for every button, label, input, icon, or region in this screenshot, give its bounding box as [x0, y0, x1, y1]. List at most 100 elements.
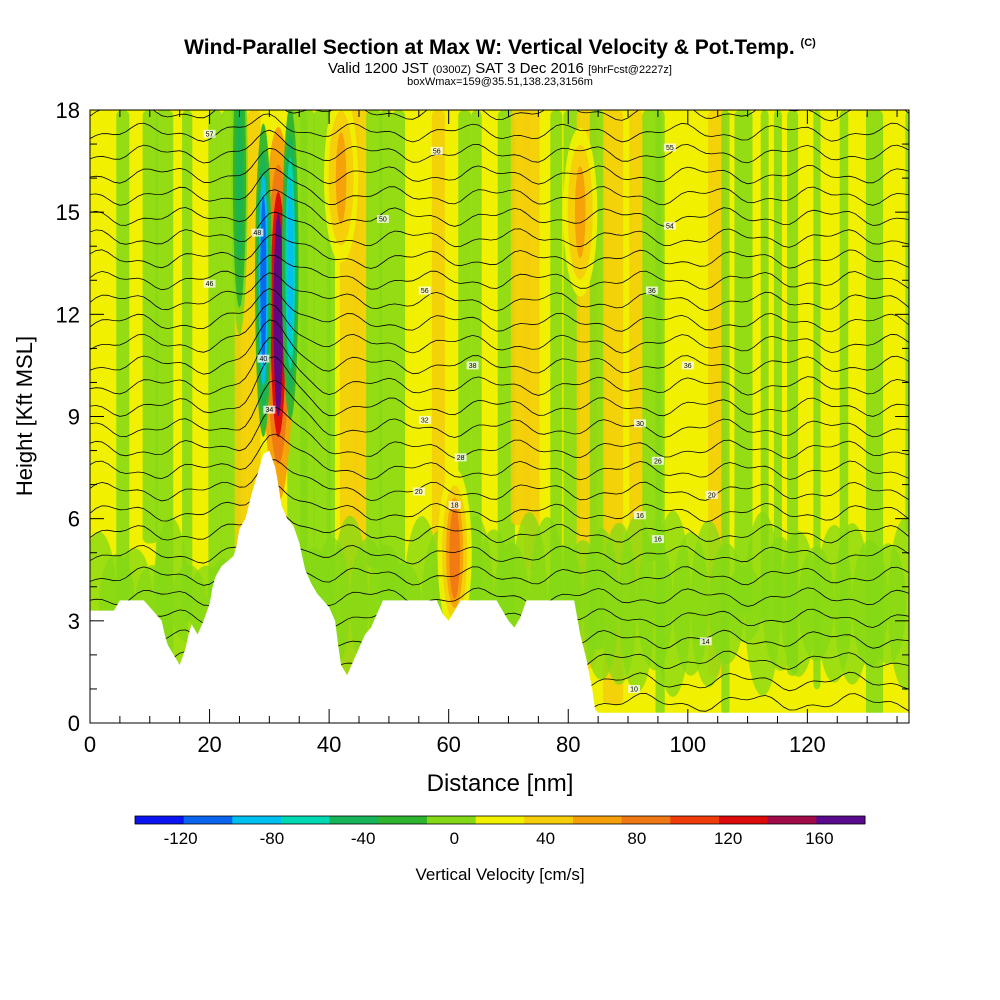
velocity-streak [497, 110, 515, 668]
terrain [90, 450, 909, 723]
colorbar-tick-label: 0 [450, 829, 459, 848]
theta-label: 16 [651, 535, 664, 544]
svg-text:30: 30 [636, 421, 644, 428]
x-tick-label: 80 [556, 732, 580, 757]
velocity-streak [760, 110, 769, 623]
velocity-streak [300, 110, 315, 676]
downdraft-core [236, 110, 243, 264]
theta-label: 40 [257, 354, 270, 363]
svg-text:46: 46 [206, 281, 214, 288]
colorbar-tick-label: 160 [805, 829, 833, 848]
theta-contour [90, 502, 909, 544]
colorbar-swatch [378, 816, 428, 824]
theta-label: 10 [628, 684, 641, 693]
svg-text:36: 36 [648, 288, 656, 295]
y-tick-label: 6 [68, 507, 80, 532]
theta-label: 36 [681, 361, 694, 370]
colorbar-swatch [719, 816, 769, 824]
theta-contour [90, 319, 909, 375]
x-tick-label: 0 [84, 732, 96, 757]
colorbar-swatch [427, 816, 477, 824]
svg-text:56: 56 [433, 148, 441, 155]
theta-contour [90, 129, 909, 164]
svg-text:50: 50 [379, 216, 387, 223]
theta-contour [90, 406, 909, 459]
theta-label: 16 [633, 511, 646, 520]
theta-contour [90, 288, 909, 333]
theta-contour [90, 211, 909, 248]
svg-text:40: 40 [259, 356, 267, 363]
svg-text:26: 26 [654, 458, 662, 465]
velocity-streak [773, 110, 782, 624]
colorbar-swatch [329, 816, 379, 824]
downdraft-core [260, 195, 267, 366]
colorbar-tick-label: -80 [260, 829, 285, 848]
svg-text:10: 10 [630, 686, 638, 693]
svg-text:14: 14 [702, 639, 710, 646]
theta-contour [90, 356, 909, 417]
theta-contour [90, 521, 909, 565]
velocity-streak [366, 110, 382, 568]
svg-text:28: 28 [457, 455, 465, 462]
svg-text:54: 54 [666, 223, 674, 230]
svg-text:56: 56 [421, 288, 429, 295]
y-tick-label: 12 [56, 302, 80, 327]
theta-contour-labels: 57 56 55 50 54 48 46 56 36 40 38 36 34 32 30 28 26 20 20 18… [203, 129, 718, 693]
theta-label: 18 [448, 501, 461, 510]
theta-label: 20 [412, 487, 425, 496]
x-tick-label: 20 [197, 732, 221, 757]
theta-contour [90, 337, 909, 396]
velocity-streak [208, 110, 222, 609]
colorbar-tick-label: 80 [627, 829, 646, 848]
svg-text:36: 36 [684, 363, 692, 370]
chart-title: Wind-Parallel Section at Max W: Vertical… [184, 36, 816, 59]
colorbar-swatch [524, 816, 574, 824]
velocity-streak [524, 110, 540, 571]
theta-label: 30 [633, 419, 646, 428]
terrain-mask [90, 450, 909, 723]
velocity-streak [839, 110, 849, 641]
theta-contour [90, 113, 909, 143]
velocity-streak [182, 110, 193, 622]
theta-contour [90, 147, 909, 185]
y-tick-label: 15 [56, 200, 80, 225]
theta-label: 36 [645, 286, 658, 295]
svg-text:16: 16 [654, 537, 662, 544]
theta-label: 28 [454, 453, 467, 462]
colorbar-tick-label: -40 [351, 829, 376, 848]
box-info: boxWmax=159@35.51,138.23,3156m [407, 76, 593, 88]
svg-text:16: 16 [636, 513, 644, 520]
theta-contour [90, 189, 909, 227]
theta-label: 14 [699, 637, 712, 646]
theta-contour [90, 110, 909, 122]
y-tick-label: 3 [68, 609, 80, 634]
theta-label: 54 [663, 221, 676, 230]
colorbar-swatch [621, 816, 671, 824]
theta-label: 50 [376, 214, 389, 223]
theta-contour [90, 272, 909, 312]
theta-contour [90, 481, 909, 523]
colorbar: -120 -80 -40 0 40 80 120 160 [134, 815, 866, 848]
velocity-streak [142, 110, 158, 544]
theta-label: 56 [430, 146, 443, 155]
x-axis-label: Distance [nm] [427, 770, 574, 797]
y-tick-label: 18 [56, 98, 80, 123]
velocity-streak [550, 110, 563, 657]
colorbar-swatch [573, 816, 623, 824]
colorbar-tick-label: 40 [536, 829, 555, 848]
theta-contour [90, 168, 909, 206]
theta-label: 32 [418, 415, 431, 424]
theta-contours [90, 110, 909, 713]
colorbar-swatch [670, 816, 720, 824]
velocity-streak [629, 110, 643, 603]
svg-text:18: 18 [451, 503, 459, 510]
theta-contour [90, 433, 909, 481]
theta-label: 26 [651, 456, 664, 465]
theta-label: 20 [705, 490, 718, 499]
theta-label: 55 [663, 143, 676, 152]
theta-label: 46 [203, 279, 216, 288]
y-axis-label: Height [Kft MSL] [12, 336, 37, 496]
svg-text:34: 34 [265, 407, 273, 414]
theta-contour [90, 254, 909, 291]
